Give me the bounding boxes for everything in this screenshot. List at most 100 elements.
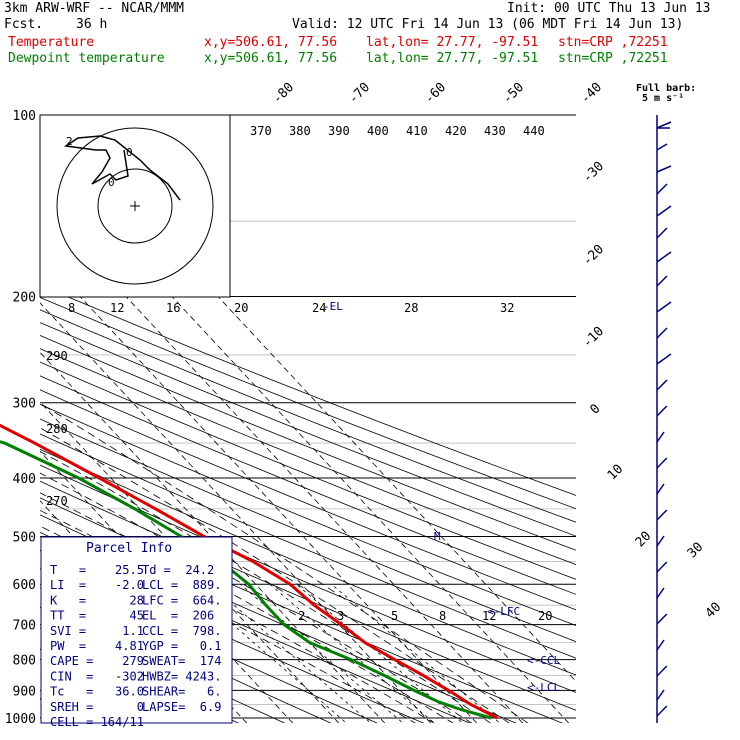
parcel-info-left: CIN = -302	[50, 669, 144, 683]
valid-time: Valid: 12 UTC Fri 14 Jun 13 (06 MDT Fri …	[292, 17, 684, 32]
parcel-info-left: TT = 45	[50, 609, 144, 623]
dewpoint-legend-station: stn=CRP ,72251	[558, 51, 668, 66]
isotherm--80	[0, 115, 24, 731]
hodograph-speed-label-28: 28	[404, 301, 418, 315]
temperature-legend-xy: x,y=506.61, 77.56	[204, 35, 338, 50]
parcel-info-right: HWBZ= 4243.	[142, 669, 221, 683]
parcel-info-right: Td = 24.2	[142, 563, 214, 577]
temperature-legend-name: Temperature	[8, 35, 95, 50]
dewpoint-profile-line	[0, 440, 492, 720]
parcel-info-left: Tc = 36.0	[50, 685, 144, 699]
theta-label-370: 370	[250, 124, 272, 138]
theta-left-label-290: 290	[46, 349, 68, 363]
isotherm-label--30: -30	[580, 159, 607, 186]
hodograph-label-mid: 0	[126, 146, 133, 159]
wind-barb	[656, 639, 665, 651]
hodograph-speed-label-20: 20	[234, 301, 248, 315]
theta-label-390: 390	[328, 124, 350, 138]
wind-barb	[656, 143, 668, 151]
hodograph-ring-inner	[97, 168, 173, 244]
hodograph-ring-outer	[56, 127, 214, 285]
parcel-info-right: EL = 206	[142, 609, 214, 623]
isotherm-label-10: 10	[605, 462, 627, 484]
pressure-label-600: 600	[13, 578, 36, 593]
parcel-info-left: CELL = 164/11	[50, 715, 144, 729]
dry-adiabat-460	[40, 284, 576, 496]
dry-adiabat-260	[40, 587, 332, 723]
dry-adiabat-390	[40, 375, 576, 595]
moist-adiabat-20	[40, 472, 473, 723]
dewpoint-legend-latlon: lat,lon= 27.77, -97.51	[366, 51, 539, 66]
parcel-info-right: LCL = 889.	[142, 578, 221, 592]
isotherm-label--80: -80	[270, 80, 297, 107]
isotherm-label--60: -60	[422, 80, 449, 107]
temperature-profile-line	[0, 423, 498, 720]
dry-adiabat-340	[40, 448, 576, 676]
hodograph-speed-label-12: 12	[110, 301, 124, 315]
wind-barb	[656, 705, 668, 717]
dry-adiabat-450	[40, 296, 576, 510]
wind-barb	[656, 483, 665, 495]
parcel-info-left: LI = -2.0	[50, 578, 144, 592]
wind-barb	[656, 689, 665, 701]
parcel-info-left: SREH = 0	[50, 700, 144, 714]
parcel-info-left: PW = 4.81	[50, 639, 144, 653]
pressure-label-300: 300	[13, 397, 36, 412]
parcel-info-frame	[40, 536, 233, 724]
hodograph-label-start: 2	[66, 135, 73, 148]
isotherm--10	[40, 401, 340, 723]
theta-label-400: 400	[367, 124, 389, 138]
isotherm-10	[40, 302, 432, 723]
wind-barb	[656, 665, 668, 677]
isotherm-label--70: -70	[346, 80, 373, 107]
theta-label-380: 380	[289, 124, 311, 138]
hodograph-speed-label-24: 24	[312, 301, 326, 315]
wind-barb	[656, 121, 672, 129]
wind-barb	[656, 431, 665, 443]
parcel-info-right: LAPSE= 6.9	[142, 700, 221, 714]
mixing-ratio-label-20: 20	[538, 609, 552, 623]
pressure-label-900: 900	[13, 684, 36, 699]
pressure-label-1000: 1000	[5, 712, 36, 727]
wind-barb	[656, 535, 665, 547]
theta-left-label-270: 270	[46, 494, 68, 508]
hodograph-trace	[63, 135, 181, 201]
model-title: 3km ARW-WRF -- NCAR/MMM	[4, 1, 185, 16]
dry-adiabat-400	[40, 361, 576, 580]
hodograph-speed-label-32: 32	[500, 301, 514, 315]
forecast-hours: 36 h	[76, 17, 108, 32]
moist-adiabat-28	[40, 427, 510, 723]
wind-barb	[656, 251, 672, 263]
level-marker-lfc: <-LFC	[487, 605, 520, 618]
theta-label-430: 430	[484, 124, 506, 138]
wind-barb	[656, 301, 672, 313]
mixing-ratio-8	[269, 583, 435, 723]
wind-barb	[656, 587, 665, 599]
hodograph-speed-label-16: 16	[166, 301, 180, 315]
init-time: Init: 00 UTC Thu 13 Jun 13	[507, 1, 711, 16]
theta-left-label-280: 280	[46, 422, 68, 436]
pressure-label-200: 200	[13, 291, 36, 306]
wind-barb-column	[656, 115, 672, 723]
parcel-info-left: SVI = 1.1	[50, 624, 144, 638]
mixing-ratio-label-8: 8	[439, 609, 446, 623]
wind-barb	[656, 405, 668, 417]
dry-adiabat-360	[40, 418, 576, 643]
isotherm-label-20: 20	[633, 529, 655, 551]
dry-adiabat-430	[40, 322, 576, 537]
hodograph: 2 0 0	[39, 114, 231, 298]
dry-adiabat-370	[40, 403, 576, 626]
level-marker-m: M	[434, 530, 441, 543]
wind-barb	[656, 205, 672, 217]
parcel-info-left: K = 28	[50, 593, 144, 607]
mixing-ratio-label-2: 2	[298, 609, 305, 623]
barb-key-value: 5 m s⁻¹	[642, 93, 685, 104]
dry-adiabat-410	[40, 348, 576, 566]
isotherm-0	[40, 351, 386, 723]
mixing-ratio-label-3: 3	[337, 609, 344, 623]
pressure-label-800: 800	[13, 654, 36, 669]
wind-barb	[656, 613, 668, 625]
dry-adiabat-320	[40, 480, 576, 711]
pressure-label-400: 400	[13, 472, 36, 487]
